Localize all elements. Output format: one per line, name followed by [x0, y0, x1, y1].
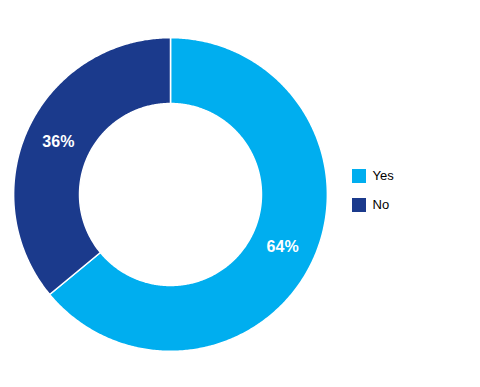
- html-text:No: No: [372, 197, 390, 213]
- html-text:Yes: Yes: [372, 168, 394, 184]
- svg-text:36%: 36%: [42, 132, 74, 149]
- svg-text:64%: 64%: [267, 238, 299, 255]
